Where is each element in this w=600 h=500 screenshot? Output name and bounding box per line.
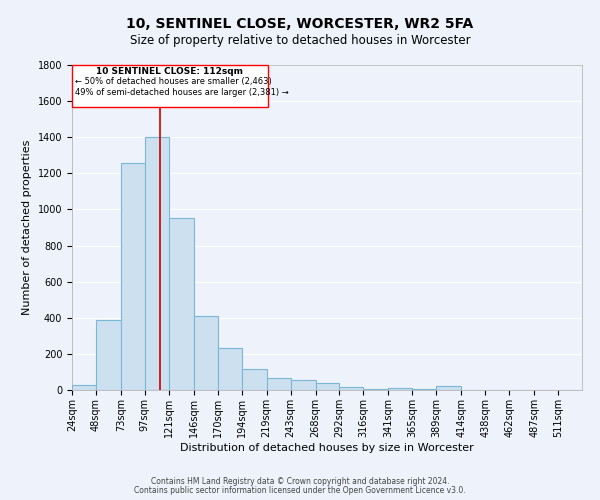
Bar (290, 380, 316, 390)
Bar (169, 218, 194, 390)
Text: 10, SENTINEL CLOSE, WORCESTER, WR2 5FA: 10, SENTINEL CLOSE, WORCESTER, WR2 5FA (127, 18, 473, 32)
Text: ← 50% of detached houses are smaller (2,463): ← 50% of detached houses are smaller (2,… (75, 78, 272, 86)
Text: 10 SENTINEL CLOSE: 112sqm: 10 SENTINEL CLOSE: 112sqm (97, 68, 244, 76)
Bar (218, 348, 242, 390)
Bar (145, 137, 169, 390)
Bar (436, 386, 461, 390)
X-axis label: Distribution of detached houses by size in Worcester: Distribution of detached houses by size … (180, 442, 474, 452)
Bar (266, 378, 290, 390)
Text: Contains public sector information licensed under the Open Government Licence v3: Contains public sector information licen… (134, 486, 466, 495)
Text: 49% of semi-detached houses are larger (2,381) →: 49% of semi-detached houses are larger (… (75, 88, 289, 97)
Bar (194, 316, 218, 390)
FancyBboxPatch shape (72, 65, 268, 108)
Bar (388, 388, 412, 390)
Bar (121, 162, 145, 390)
Bar (412, 389, 436, 390)
Y-axis label: Number of detached properties: Number of detached properties (22, 140, 32, 315)
Bar (242, 369, 266, 390)
Text: Contains HM Land Registry data © Crown copyright and database right 2024.: Contains HM Land Registry data © Crown c… (151, 477, 449, 486)
Text: Size of property relative to detached houses in Worcester: Size of property relative to detached ho… (130, 34, 470, 47)
Bar (72, 386, 96, 390)
Bar (316, 383, 340, 390)
Bar (364, 388, 388, 390)
Bar (340, 388, 364, 390)
Bar (96, 320, 121, 390)
